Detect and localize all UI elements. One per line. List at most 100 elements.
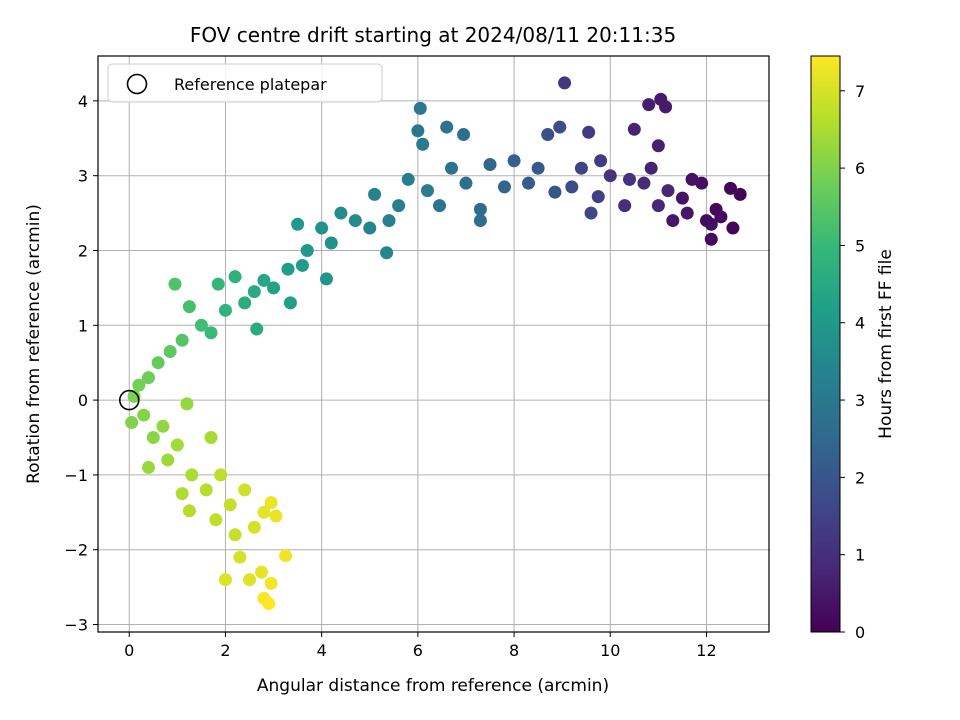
grid-lines [98, 56, 769, 632]
data-point [281, 262, 295, 276]
data-point [661, 184, 675, 198]
data-point [459, 176, 473, 190]
data-point [558, 76, 572, 90]
data-point [591, 190, 605, 204]
x-tick-label: 2 [220, 641, 230, 660]
data-point [264, 576, 278, 590]
data-point [401, 172, 415, 186]
data-point [319, 272, 333, 286]
data-point [185, 468, 199, 482]
y-tick-label: 3 [78, 167, 88, 186]
data-point [483, 157, 497, 171]
data-point [283, 296, 297, 310]
colorbar-tick-label: 6 [855, 159, 865, 178]
data-point [255, 565, 269, 579]
data-point [584, 206, 598, 220]
data-point [348, 214, 362, 228]
data-point [541, 128, 555, 142]
data-point [363, 221, 377, 235]
data-point [565, 180, 579, 194]
data-point [142, 371, 156, 385]
y-tick-label: −1 [64, 466, 88, 485]
data-point [247, 285, 261, 299]
data-point [247, 520, 261, 534]
data-point [724, 181, 738, 195]
data-point [714, 210, 728, 224]
y-tick-label: −2 [64, 541, 88, 560]
data-point [574, 161, 588, 175]
data-point [199, 483, 213, 497]
data-point [553, 120, 567, 134]
colorbar-tick-label: 0 [855, 623, 865, 642]
data-point [228, 270, 242, 284]
data-point [642, 98, 656, 112]
colorbar-tick-label: 3 [855, 391, 865, 410]
data-point [603, 169, 617, 183]
data-point [238, 296, 252, 310]
data-point [531, 161, 545, 175]
data-point [623, 172, 637, 186]
data-point [315, 221, 329, 235]
data-point [457, 128, 471, 142]
data-point [627, 122, 641, 136]
colorbar-tick-label: 4 [855, 314, 865, 333]
data-point [209, 513, 223, 527]
data-point [473, 202, 487, 216]
data-point [411, 124, 425, 138]
data-point [295, 258, 309, 272]
y-tick-label: 2 [78, 241, 88, 260]
data-point [204, 431, 218, 445]
data-point [194, 318, 208, 332]
data-point [420, 184, 434, 198]
colorbar-tick-label: 2 [855, 468, 865, 487]
data-point [163, 344, 177, 358]
y-tick-label: 1 [78, 316, 88, 335]
data-point [257, 273, 271, 287]
data-point [262, 597, 276, 611]
data-point [233, 550, 247, 564]
data-point [125, 416, 139, 430]
data-point [473, 214, 487, 228]
colorbar: 0 1 2 3 4 5 6 7 Hours from first FF file [810, 55, 896, 642]
data-point [685, 172, 699, 186]
data-point [137, 408, 151, 422]
data-point [416, 137, 430, 151]
data-point [680, 206, 694, 220]
data-point [507, 154, 521, 168]
data-point [392, 199, 406, 213]
data-point [218, 303, 232, 317]
data-point [644, 161, 658, 175]
data-point [675, 191, 689, 205]
y-tick-label: 0 [78, 391, 88, 410]
data-point [228, 528, 242, 542]
reference-marker [118, 389, 140, 411]
data-point [250, 322, 264, 336]
data-point [182, 504, 196, 518]
y-tick-label: −3 [64, 616, 88, 635]
data-point [659, 100, 673, 114]
data-point [433, 199, 447, 213]
data-point [618, 199, 632, 213]
data-point [238, 483, 252, 497]
data-point [211, 277, 225, 291]
data-point [368, 187, 382, 201]
data-point [175, 333, 189, 347]
plot-frame [97, 55, 770, 633]
data-point [324, 236, 338, 250]
data-point [651, 139, 665, 153]
x-tick-label: 6 [413, 641, 423, 660]
data-points [118, 76, 747, 611]
legend-marker-reference [126, 73, 148, 95]
data-point [218, 573, 232, 587]
data-point [733, 187, 747, 201]
colorbar-tick-label: 1 [855, 546, 865, 565]
data-point [334, 206, 348, 220]
colorbar-tick-label: 7 [855, 82, 865, 101]
legend: Reference platepar [107, 63, 383, 103]
legend-entry-reference: Reference platepar [174, 75, 327, 94]
data-point [170, 438, 184, 452]
colorbar-tick-label: 5 [855, 236, 865, 255]
data-point [440, 120, 454, 134]
data-point [204, 326, 218, 340]
data-point [637, 176, 651, 190]
